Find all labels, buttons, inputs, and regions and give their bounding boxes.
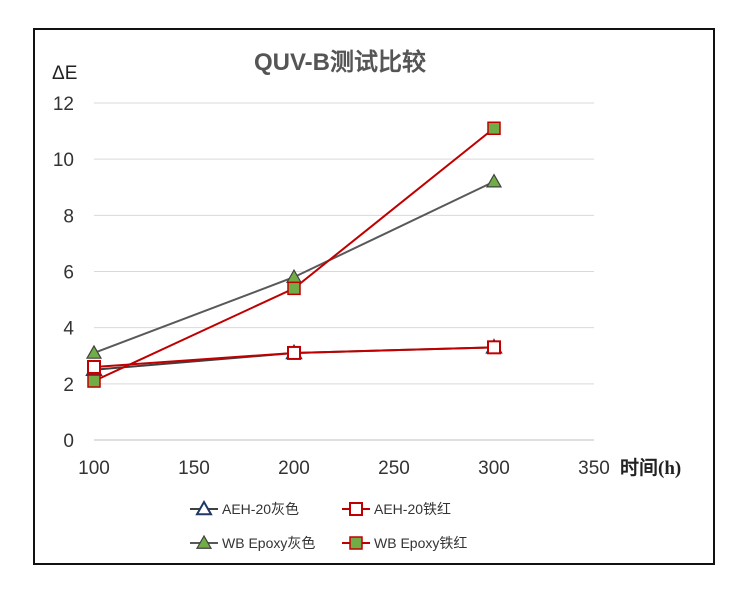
legend-marker-1 bbox=[349, 502, 363, 516]
legend-marker-3 bbox=[349, 536, 363, 550]
chart-frame bbox=[33, 28, 715, 565]
x-tick-label-300: 300 bbox=[478, 458, 510, 479]
data-point-s1-0 bbox=[87, 359, 101, 374]
axes: 0 2 4 6 8 10 12 100 150 200 250 300 350 bbox=[53, 94, 610, 479]
x-tick-label-200: 200 bbox=[278, 458, 310, 479]
y-tick-label-2: 2 bbox=[63, 375, 74, 396]
legend-label-2: WB Epoxy灰色 bbox=[222, 535, 315, 551]
legend-label-3: WB Epoxy铁红 bbox=[374, 535, 467, 551]
data-point-s3-2 bbox=[487, 121, 501, 136]
legend: AEH-20灰色 AEH-20铁红 WB Epoxy灰色 WB Epoxy铁红 bbox=[190, 499, 467, 551]
data-point-s2-2 bbox=[485, 173, 503, 188]
x-tick-label-100: 100 bbox=[78, 458, 110, 479]
series-lines bbox=[93, 127, 495, 382]
y-tick-label-10: 10 bbox=[53, 150, 74, 171]
x-tick-label-150: 150 bbox=[178, 458, 210, 479]
y-tick-label-6: 6 bbox=[63, 263, 74, 284]
y-tick-label-0: 0 bbox=[63, 431, 74, 452]
legend-marker-2 bbox=[195, 534, 213, 549]
data-point-s3-1 bbox=[287, 281, 301, 296]
data-point-s1-2 bbox=[487, 340, 501, 355]
x-axis-label: 时间(h) bbox=[620, 457, 681, 479]
x-tick-label-350: 350 bbox=[578, 458, 610, 479]
legend-label-0: AEH-20灰色 bbox=[222, 501, 299, 517]
y-axis-label: ΔE bbox=[52, 63, 77, 84]
y-tick-label-8: 8 bbox=[63, 206, 74, 227]
data-point-s3-0 bbox=[87, 374, 101, 388]
series-markers bbox=[85, 121, 503, 388]
x-tick-label-250: 250 bbox=[378, 458, 410, 479]
y-tick-label-12: 12 bbox=[53, 94, 74, 115]
legend-marker-0 bbox=[195, 499, 213, 516]
series-line-3 bbox=[93, 127, 495, 382]
chart-title: QUV-B测试比较 bbox=[254, 48, 426, 76]
data-point-s2-0 bbox=[85, 344, 103, 359]
data-point-s1-1 bbox=[287, 345, 301, 360]
gridlines bbox=[94, 102, 594, 385]
legend-label-1: AEH-20铁红 bbox=[374, 501, 451, 517]
y-tick-label-4: 4 bbox=[63, 319, 74, 340]
